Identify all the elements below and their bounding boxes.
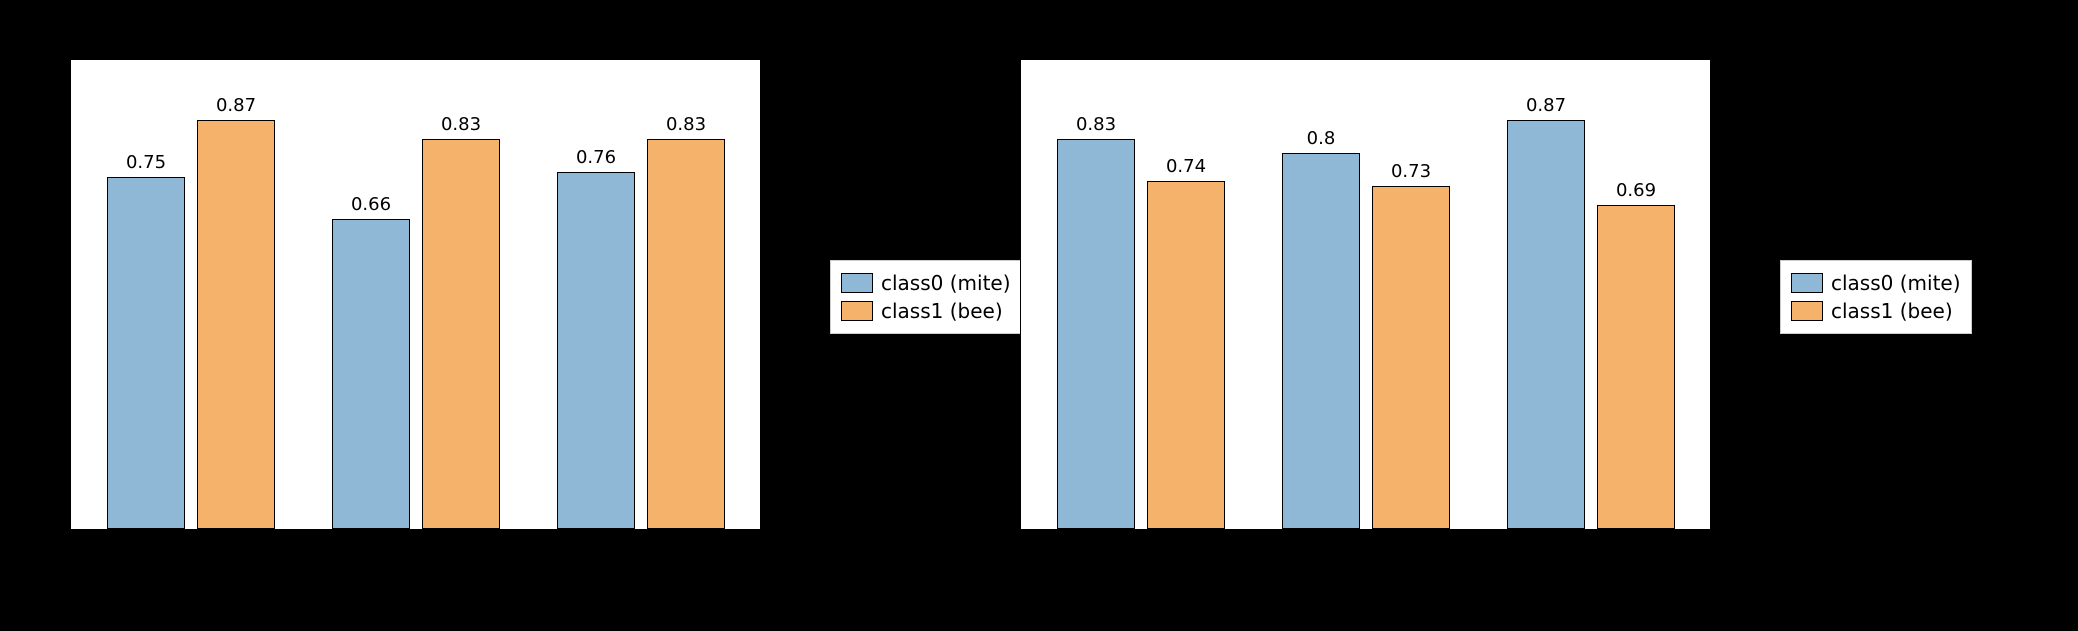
bar: [647, 139, 725, 529]
bar-value-label: 0.73: [1391, 161, 1431, 182]
bar: [1282, 153, 1360, 529]
bar-value-label: 0.83: [1076, 114, 1116, 135]
bar-value-label: 0.75: [126, 152, 166, 173]
bar-value-label: 0.69: [1616, 180, 1656, 201]
bar-value-label: 0.8: [1307, 128, 1336, 149]
legend-right: class0 (mite) class1 (bee): [1780, 260, 1972, 334]
bar: [422, 139, 500, 529]
bar-value-label: 0.87: [1526, 95, 1566, 116]
bar-value-label: 0.66: [351, 194, 391, 215]
bar: [557, 172, 635, 529]
chart-panel-right: 0.83 0.74 0.8 0.73 0.87 0.69: [1020, 60, 1710, 530]
bar: [107, 177, 185, 530]
bar: [1597, 205, 1675, 529]
legend-left: class0 (mite) class1 (bee): [830, 260, 1022, 334]
bar-value-label: 0.76: [576, 147, 616, 168]
legend-label: class0 (mite): [881, 271, 1011, 295]
legend-label: class1 (bee): [881, 299, 1003, 323]
bar: [1147, 181, 1225, 529]
bar-value-label: 0.74: [1166, 156, 1206, 177]
bar: [197, 120, 275, 529]
legend-label: class0 (mite): [1831, 271, 1961, 295]
bar-value-label: 0.83: [666, 114, 706, 135]
bar: [1507, 120, 1585, 529]
legend-entry: class0 (mite): [841, 269, 1011, 297]
legend-swatch: [841, 273, 873, 293]
bar: [332, 219, 410, 529]
legend-swatch: [841, 301, 873, 321]
legend-entry: class1 (bee): [841, 297, 1011, 325]
legend-label: class1 (bee): [1831, 299, 1953, 323]
chart-panel-left: 0.75 0.87 0.66 0.83 0.76 0.83: [70, 60, 760, 530]
plot-area-left: 0.75 0.87 0.66 0.83 0.76 0.83: [70, 60, 760, 530]
legend-swatch: [1791, 301, 1823, 321]
legend-entry: class1 (bee): [1791, 297, 1961, 325]
legend-swatch: [1791, 273, 1823, 293]
bar-value-label: 0.87: [216, 95, 256, 116]
bar: [1372, 186, 1450, 529]
legend-entry: class0 (mite): [1791, 269, 1961, 297]
bar-value-label: 0.83: [441, 114, 481, 135]
bar: [1057, 139, 1135, 529]
plot-area-right: 0.83 0.74 0.8 0.73 0.87 0.69: [1020, 60, 1710, 530]
